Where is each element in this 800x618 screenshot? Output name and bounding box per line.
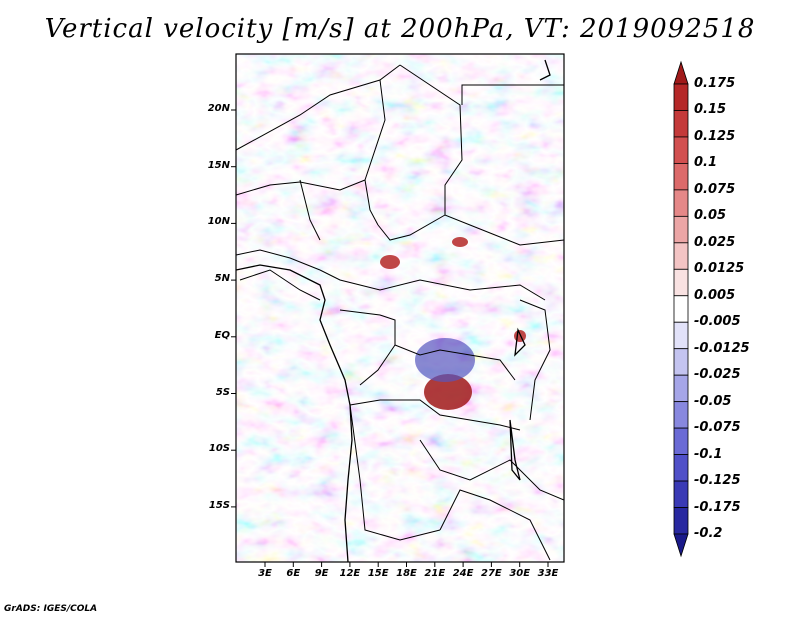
colorbar-segment [673,321,689,350]
map-title: Vertical velocity [m/s] at 200hPa, VT: 2… [44,14,756,44]
colorbar-segment [673,401,689,429]
lon-tick-label: 6E [286,568,301,579]
colorbar-label: -0.025 [694,367,741,383]
velocity-field [236,54,564,562]
axis-ticks [231,109,549,567]
colorbar-segment [673,83,689,111]
colorbar-label: -0.175 [694,499,741,515]
colorbar-label: 0.05 [694,208,727,224]
colorbar-segment [673,507,689,535]
colorbar-label: -0.125 [694,473,741,489]
lon-tick-label: 15E [367,568,389,579]
colorbar-label: 0.075 [694,181,736,197]
colorbar-segment [673,215,689,244]
lat-tick-label: 5N [214,273,230,285]
lon-tick-label: 18E [396,568,417,579]
descent-zone [415,338,475,382]
lon-tick-label: 21E [424,568,446,579]
colorbar-label: -0.05 [694,393,732,409]
colorbar-label: -0.075 [694,420,741,436]
colorbar-label: 0.005 [694,287,736,303]
grads-credit: GrADS: IGES/COLA [4,604,98,614]
colorbar-segment [673,454,689,482]
country-borders [236,64,564,561]
colorbar-label: 0.125 [694,128,736,144]
lon-tick-label: 9E [314,568,329,579]
colorbar-label: -0.0125 [694,340,750,356]
colorbar-segment [673,136,689,164]
lon-tick-label: 30E [509,568,531,579]
colorbar-segment [673,268,689,297]
coastline [236,59,551,562]
colorbar-label: -0.1 [694,446,723,462]
colorbar-segment [673,480,689,508]
colorbar-segment [673,163,689,191]
colorbar-label: 0.1 [694,155,718,171]
colorbar-segment [673,242,689,270]
colorbar-label: 0.15 [694,102,727,118]
colorbar-label: -0.2 [694,526,723,541]
convective-cell [514,330,526,342]
colorbar-segment [673,60,689,85]
lon-tick-label: 12E [339,568,361,579]
lon-tick-label: 3E [258,568,272,579]
colorbar-segment [673,189,689,217]
colorbar-segment [673,374,689,403]
colorbar-label: 0.0125 [694,261,745,277]
colorbar-label: 0.025 [694,234,736,250]
convective-cell [452,237,468,247]
colorbar [673,60,689,558]
lon-tick-label: 27E [481,568,502,579]
colorbar-label: -0.005 [694,314,741,330]
lat-tick-label: 15S [208,499,230,511]
lat-tick-label: 10S [208,443,230,455]
lat-tick-label: 20N [207,103,230,114]
map-frame [235,53,565,563]
convective-cell [380,255,400,269]
colorbar-segment [673,295,689,323]
lat-tick-label: 10N [207,216,230,228]
lon-tick-label: 24E [452,568,474,579]
colorbar-segment [673,427,689,455]
colorbar-label: 0.175 [694,76,736,91]
lat-tick-label: EQ [214,329,230,341]
lat-tick-label: 5S [215,386,230,398]
lat-tick-label: 15N [207,159,230,171]
colorbar-segment [673,348,689,376]
lon-tick-label: 33E [537,568,559,579]
colorbar-segment [673,110,689,138]
colorbar-segment [673,533,689,558]
convective-cell [424,374,472,410]
